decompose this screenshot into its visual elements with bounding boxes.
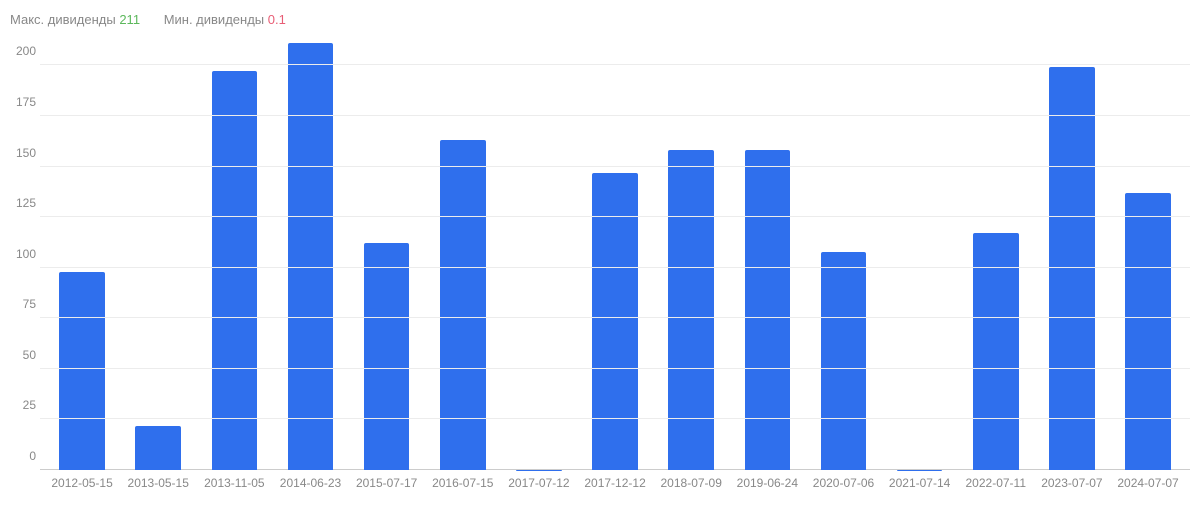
bar-slot [120, 35, 196, 470]
bar[interactable] [821, 252, 867, 471]
bar-slot [1110, 35, 1186, 470]
x-axis-label: 2014-06-23 [272, 470, 348, 495]
bar-slot [577, 35, 653, 470]
gridline [40, 368, 1190, 369]
bar[interactable] [135, 426, 181, 471]
gridline [40, 317, 1190, 318]
gridline [40, 216, 1190, 217]
x-axis-label: 2017-12-12 [577, 470, 653, 495]
bar-slot [882, 35, 958, 470]
x-axis-label: 2013-05-15 [120, 470, 196, 495]
x-axis-label: 2021-07-14 [882, 470, 958, 495]
bar-slot [44, 35, 120, 470]
gridline [40, 64, 1190, 65]
bar[interactable] [440, 140, 486, 470]
x-axis-label: 2022-07-11 [958, 470, 1034, 495]
gridline [40, 115, 1190, 116]
bar-slot [729, 35, 805, 470]
x-axis-label: 2017-07-12 [501, 470, 577, 495]
y-axis-label: 0 [10, 449, 36, 463]
bar[interactable] [1049, 67, 1095, 470]
bar[interactable] [592, 173, 638, 470]
bar-slot [272, 35, 348, 470]
y-axis-label: 50 [10, 348, 36, 362]
y-axis-label: 175 [10, 95, 36, 109]
bar-slot [805, 35, 881, 470]
x-axis-label: 2015-07-17 [349, 470, 425, 495]
gridline [40, 418, 1190, 419]
y-axis-label: 25 [10, 398, 36, 412]
gridline [40, 166, 1190, 167]
bar[interactable] [364, 243, 410, 470]
max-label: Макс. дивиденды [10, 12, 116, 27]
bar-slot [653, 35, 729, 470]
x-axis-label: 2024-07-07 [1110, 470, 1186, 495]
x-axis-label: 2012-05-15 [44, 470, 120, 495]
x-axis-label: 2018-07-09 [653, 470, 729, 495]
bars-container [40, 35, 1190, 470]
dividend-chart: 0255075100125150175200 2012-05-152013-05… [10, 35, 1190, 495]
bar[interactable] [288, 43, 334, 470]
y-axis-label: 200 [10, 44, 36, 58]
bar[interactable] [745, 150, 791, 470]
x-axis-label: 2019-06-24 [729, 470, 805, 495]
max-dividend-item: Макс. дивиденды 211 [10, 12, 140, 27]
gridline [40, 267, 1190, 268]
y-axis-label: 100 [10, 247, 36, 261]
min-label: Мин. дивиденды [164, 12, 264, 27]
min-dividend-item: Мин. дивиденды 0.1 [164, 12, 286, 27]
chart-header: Макс. дивиденды 211 Мин. дивиденды 0.1 [10, 10, 1190, 35]
bar-slot [349, 35, 425, 470]
bar[interactable] [668, 150, 714, 470]
x-axis-label: 2016-07-15 [425, 470, 501, 495]
bar[interactable] [212, 71, 258, 470]
bar-slot [501, 35, 577, 470]
x-axis-label: 2023-07-07 [1034, 470, 1110, 495]
y-axis-label: 75 [10, 297, 36, 311]
bar-slot [196, 35, 272, 470]
bar[interactable] [973, 233, 1019, 470]
max-value: 211 [119, 12, 140, 27]
bar[interactable] [1125, 193, 1171, 470]
bar-slot [425, 35, 501, 470]
plot-area: 0255075100125150175200 [40, 35, 1190, 470]
min-value: 0.1 [268, 12, 286, 27]
bar[interactable] [59, 272, 105, 470]
bar-slot [1034, 35, 1110, 470]
y-axis-label: 125 [10, 196, 36, 210]
y-axis-label: 150 [10, 146, 36, 160]
x-axis-labels: 2012-05-152013-05-152013-11-052014-06-23… [40, 470, 1190, 495]
bar-slot [958, 35, 1034, 470]
x-axis-label: 2020-07-06 [805, 470, 881, 495]
x-axis-label: 2013-11-05 [196, 470, 272, 495]
